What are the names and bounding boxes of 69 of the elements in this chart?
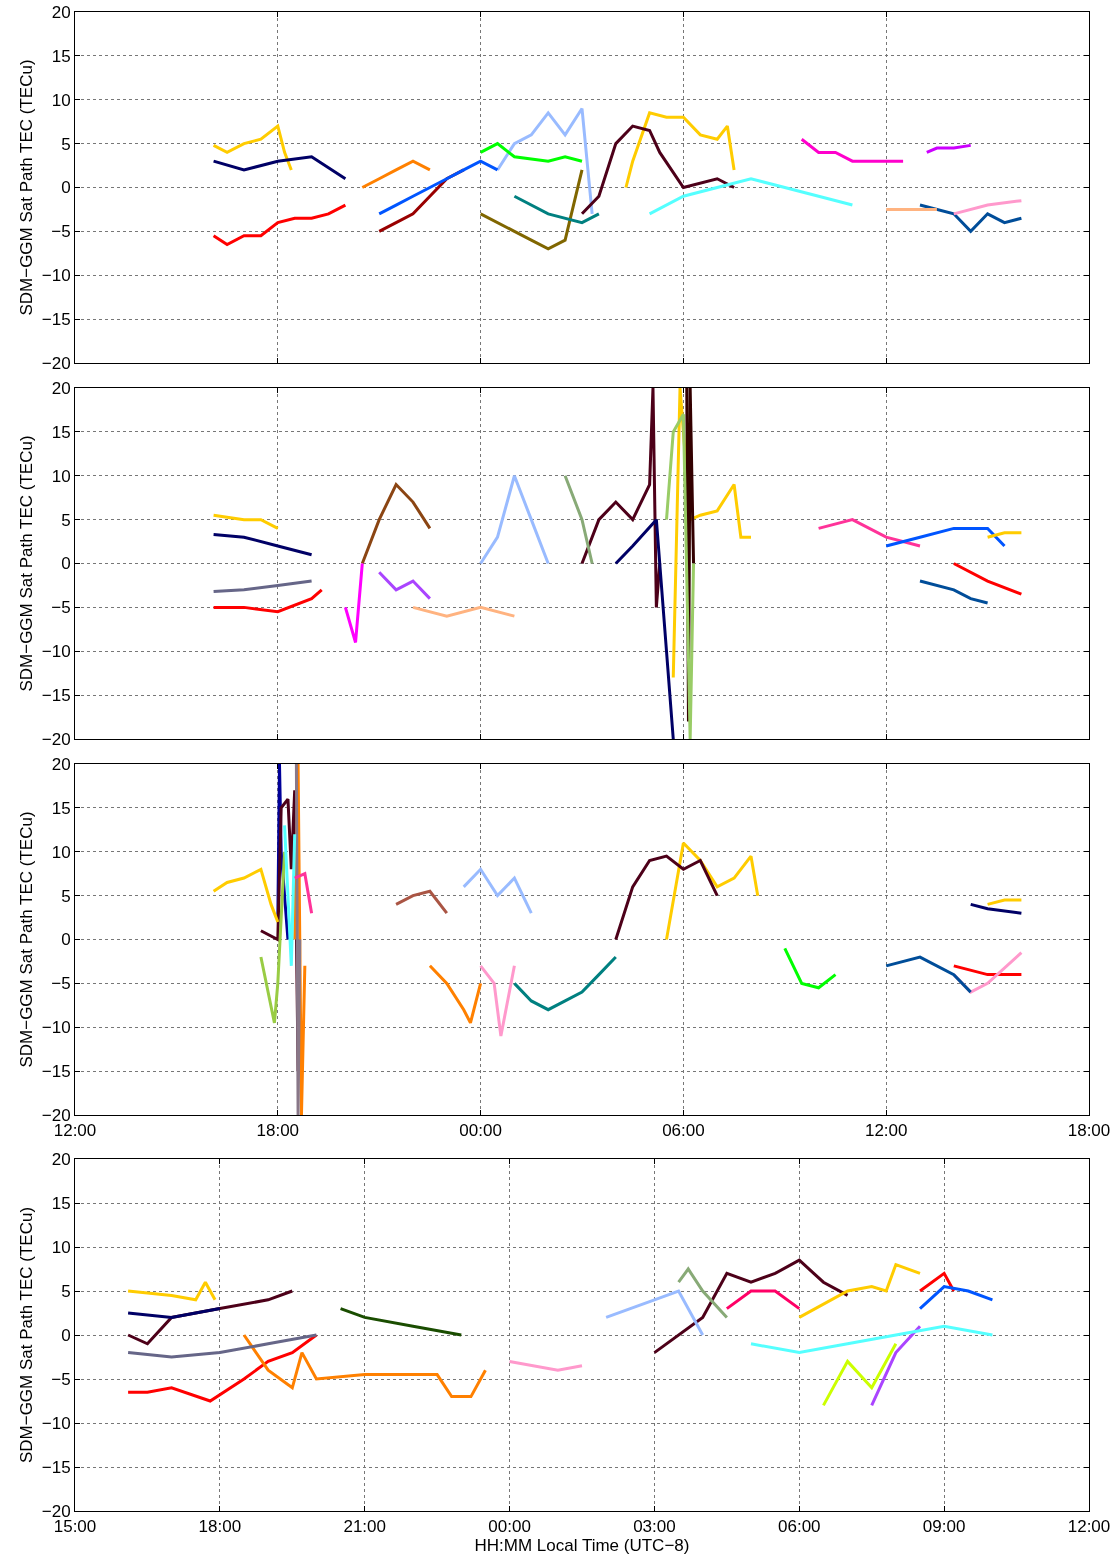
y-tick-label: 20 — [51, 1149, 71, 1169]
y-tick-label: 10 — [51, 1237, 71, 1257]
line-series — [783, 946, 837, 990]
x-tick-label: 18:00 — [198, 1517, 242, 1537]
y-tick-label: 0 — [61, 930, 71, 950]
y-tick-label: 15 — [51, 1193, 71, 1213]
y-tick-label: 5 — [61, 510, 71, 530]
line-series — [479, 474, 550, 565]
line-series — [817, 518, 922, 548]
y-tick-label: −20 — [41, 353, 71, 373]
y-axis-title: SDM−GGM Sat Path TEC (TECu) — [17, 435, 37, 692]
line-series — [212, 579, 314, 594]
x-tick-label: 06:00 — [778, 1517, 821, 1537]
y-tick-label: −5 — [51, 598, 71, 618]
x-tick-label: 21:00 — [343, 1517, 386, 1537]
y-tick-label: 10 — [51, 842, 71, 862]
y-tick-label: −15 — [41, 1457, 71, 1477]
y-tick-label: 20 — [51, 2, 71, 22]
y-tick-label: −5 — [51, 1369, 71, 1389]
x-tick-label: 18:00 — [1067, 1121, 1111, 1141]
line-series — [512, 955, 618, 1012]
line-series — [821, 1342, 898, 1407]
y-tick-label: 5 — [61, 886, 71, 906]
y-tick-label: 0 — [61, 554, 71, 574]
line-series — [918, 1285, 994, 1311]
y-tick-label: 15 — [51, 798, 71, 818]
y-axis-title: SDM−GGM Sat Path TEC (TECu) — [17, 1206, 37, 1464]
y-tick-label: −10 — [41, 642, 71, 662]
y-tick-label: −20 — [41, 729, 71, 749]
line-series — [377, 570, 432, 601]
y-tick-label: 20 — [51, 378, 71, 398]
x-tick-label: 00:00 — [459, 1121, 502, 1141]
y-axis-title: SDM−GGM Sat Path TEC (TECu) — [17, 811, 37, 1068]
line-series — [614, 854, 719, 941]
line-series — [462, 867, 533, 915]
x-tick-label: 12:00 — [1067, 1517, 1111, 1537]
x-tick-label: 18:00 — [256, 1121, 300, 1141]
y-tick-label: 20 — [51, 754, 71, 774]
y-axis-title: SDM−GGM Sat Path TEC (TECu) — [17, 59, 37, 316]
y-tick-label: −10 — [41, 1018, 71, 1038]
y-tick-label: 5 — [61, 134, 71, 154]
y-tick-label: 5 — [61, 1281, 71, 1301]
y-tick-label: 0 — [61, 1325, 71, 1345]
y-tick-label: 10 — [51, 90, 71, 110]
x-tick-label: 00:00 — [488, 1517, 531, 1537]
line-series — [360, 159, 432, 189]
y-tick-label: −10 — [41, 1413, 71, 1433]
line-series — [212, 533, 314, 557]
line-series — [394, 889, 449, 915]
y-tick-label: −15 — [41, 1062, 71, 1082]
x-tick-label: 06:00 — [662, 1121, 705, 1141]
y-tick-label: 15 — [51, 422, 71, 442]
y-tick-label: −5 — [51, 974, 71, 994]
line-series — [377, 159, 499, 216]
y-tick-label: 0 — [61, 178, 71, 198]
line-series — [648, 177, 854, 216]
line-series — [749, 1324, 994, 1355]
line-series — [604, 1289, 705, 1337]
line-series — [360, 483, 432, 565]
y-tick-label: −15 — [41, 310, 71, 330]
x-tick-label: 12:00 — [864, 1121, 908, 1141]
x-tick-label: 03:00 — [633, 1517, 676, 1537]
y-tick-label: 10 — [51, 466, 71, 486]
y-tick-label: −5 — [51, 222, 71, 242]
y-tick-label: 15 — [51, 46, 71, 66]
y-tick-label: −15 — [41, 686, 71, 706]
x-tick-label: 09:00 — [922, 1517, 966, 1537]
x-axis-title: HH:MM Local Time (UTC−8) — [474, 1536, 690, 1556]
y-tick-label: −10 — [41, 266, 71, 286]
